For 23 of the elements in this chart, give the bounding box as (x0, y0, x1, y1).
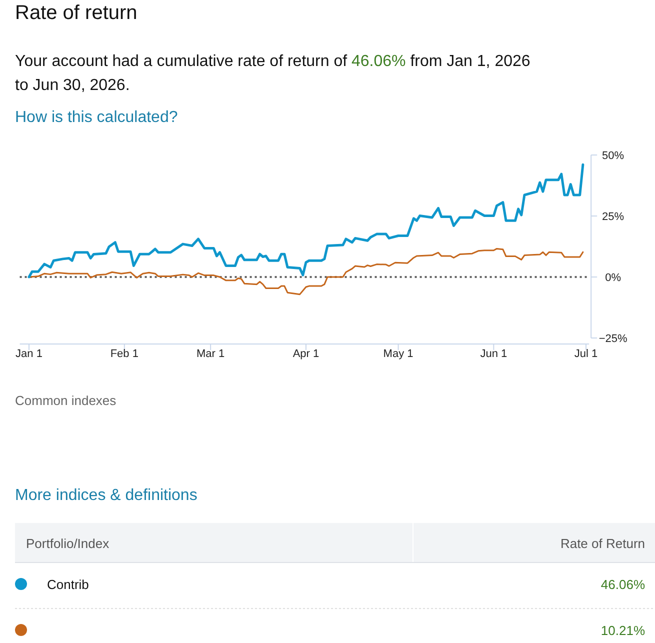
chart-title: Rate of return (15, 2, 138, 24)
line-series (28, 163, 584, 278)
x-tick-label: Jun 1 (480, 348, 508, 360)
text: Your account had a cumulative rate of return of 46.06% from Jan 1, 2026 to Jun 30, 2026. (15, 53, 530, 94)
y-tick-label: −25% (598, 333, 628, 345)
legend-label: Contrib (47, 577, 89, 592)
text: Common indexes (15, 393, 117, 408)
text: Rate of Return (560, 536, 645, 551)
x-tick-label: Mar 1 (196, 348, 225, 360)
text: More indices & definitions (15, 487, 198, 504)
y-tick-label: 25% (602, 211, 624, 223)
text: 46.06% (600, 577, 646, 592)
x-tick-label: May 1 (383, 348, 414, 360)
text: Portfolio/Index (26, 536, 110, 551)
x-tick-label: Apr 1 (292, 348, 320, 360)
x-tick-label: Jan 1 (16, 348, 42, 360)
text: How is this calculated? (15, 109, 178, 126)
x-tick-label: Jul 1 (574, 348, 598, 360)
y-tick-label: 0% (605, 272, 622, 284)
x-tick-label: Feb 1 (110, 348, 138, 360)
line-series (28, 248, 584, 296)
y-tick-label: 50% (602, 150, 624, 162)
text: 10.21% (600, 623, 646, 638)
